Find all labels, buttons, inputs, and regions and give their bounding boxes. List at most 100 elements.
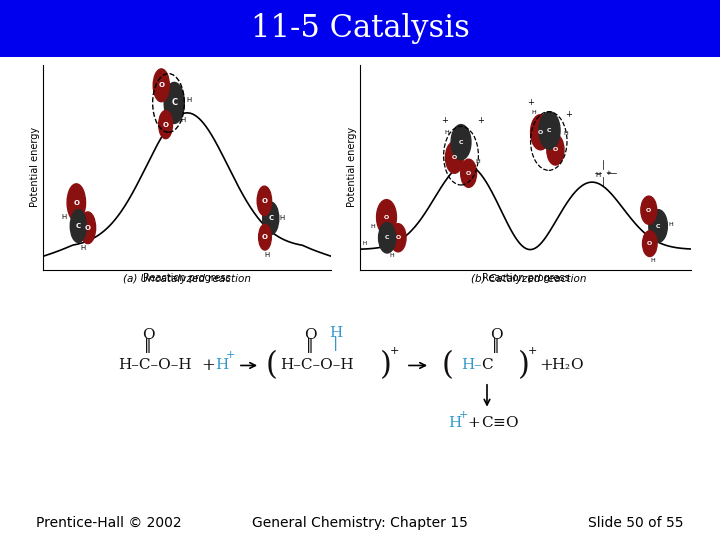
Text: |: |: [333, 336, 338, 352]
Text: O: O: [570, 359, 582, 373]
Text: O: O: [304, 328, 316, 342]
Text: O: O: [73, 200, 79, 206]
Text: O: O: [142, 328, 154, 342]
Text: C: C: [171, 98, 177, 107]
Text: ): ): [380, 350, 392, 381]
Text: H: H: [444, 130, 449, 134]
Text: C: C: [385, 235, 390, 240]
Y-axis label: Potential energy: Potential energy: [30, 127, 40, 207]
Text: O: O: [505, 416, 517, 430]
Text: O: O: [538, 130, 543, 134]
Circle shape: [446, 141, 464, 173]
Text: O: O: [466, 171, 472, 176]
Text: H: H: [363, 241, 366, 246]
Circle shape: [390, 224, 406, 252]
Circle shape: [539, 112, 560, 149]
Text: C: C: [481, 359, 492, 373]
Text: +: +: [606, 170, 611, 176]
Text: (b) Catalyzed reaction: (b) Catalyzed reaction: [472, 274, 587, 285]
Text: C: C: [547, 128, 552, 133]
Text: H: H: [180, 118, 186, 124]
Circle shape: [71, 210, 86, 242]
Circle shape: [379, 222, 396, 253]
Text: O: O: [85, 225, 91, 231]
Text: H: H: [531, 110, 536, 116]
Text: +: +: [527, 98, 534, 107]
Text: +: +: [441, 116, 448, 125]
Circle shape: [67, 184, 86, 221]
Text: +: +: [477, 116, 485, 125]
Text: H: H: [651, 258, 655, 263]
Circle shape: [531, 114, 551, 150]
Text: O: O: [395, 235, 401, 240]
Text: +: +: [539, 357, 553, 374]
Text: C: C: [656, 224, 660, 228]
Text: +: +: [390, 346, 399, 356]
Text: O: O: [490, 328, 503, 342]
Text: H: H: [279, 215, 284, 221]
Text: O: O: [647, 241, 652, 246]
Text: +: +: [527, 346, 536, 356]
X-axis label: Reaction progress: Reaction progress: [143, 273, 231, 283]
Circle shape: [649, 210, 667, 242]
Circle shape: [377, 200, 397, 235]
Text: H–C–O–H: H–C–O–H: [118, 359, 192, 373]
Circle shape: [257, 186, 271, 215]
Text: Slide 50 of 55: Slide 50 of 55: [588, 516, 684, 530]
Text: ‖: ‖: [492, 339, 500, 354]
Text: –: –: [473, 359, 481, 373]
Text: O: O: [262, 234, 268, 240]
Text: H: H: [215, 359, 229, 373]
Text: +: +: [201, 357, 215, 374]
Text: H: H: [61, 214, 66, 220]
Text: H: H: [81, 245, 86, 251]
Text: 11-5 Catalysis: 11-5 Catalysis: [251, 13, 469, 44]
Text: (: (: [266, 350, 278, 381]
Text: Prentice-Hall © 2002: Prentice-Hall © 2002: [36, 516, 181, 530]
Text: C: C: [268, 215, 274, 221]
Text: O: O: [261, 198, 267, 204]
Text: ): ): [518, 350, 530, 381]
Text: +: +: [459, 410, 468, 420]
Text: +: +: [565, 110, 572, 119]
Circle shape: [153, 69, 169, 102]
Text: H: H: [462, 359, 474, 373]
Text: O: O: [384, 215, 389, 220]
Text: H: H: [552, 359, 564, 373]
Text: +: +: [225, 350, 235, 360]
Text: H: H: [596, 172, 601, 178]
Circle shape: [258, 224, 271, 250]
Circle shape: [451, 125, 471, 160]
Text: ≡: ≡: [492, 416, 505, 430]
Text: H: H: [390, 253, 394, 258]
Text: ‖: ‖: [306, 339, 314, 354]
Circle shape: [80, 212, 96, 244]
Circle shape: [546, 134, 564, 165]
Circle shape: [263, 202, 279, 235]
X-axis label: Reaction progress: Reaction progress: [482, 273, 570, 283]
Circle shape: [158, 111, 173, 139]
Text: (a) Uncatalyzed reaction: (a) Uncatalyzed reaction: [123, 274, 251, 285]
Text: O: O: [646, 208, 652, 213]
Circle shape: [641, 196, 657, 224]
Text: H: H: [186, 97, 192, 103]
Text: O: O: [158, 82, 164, 89]
Text: ₂: ₂: [564, 359, 570, 372]
Text: H: H: [265, 252, 270, 258]
Text: (: (: [442, 350, 454, 381]
Text: O: O: [163, 122, 168, 127]
Circle shape: [642, 231, 657, 256]
Text: H: H: [329, 326, 343, 340]
Text: C: C: [481, 416, 492, 430]
Text: General Chemistry: Chapter 15: General Chemistry: Chapter 15: [252, 516, 468, 530]
Text: C: C: [76, 223, 81, 229]
Text: O: O: [553, 147, 558, 152]
Text: O: O: [451, 155, 457, 160]
Text: H: H: [371, 224, 376, 228]
Text: +: +: [467, 416, 480, 430]
Circle shape: [461, 159, 477, 187]
Text: C: C: [459, 140, 463, 145]
Text: H: H: [564, 131, 568, 137]
Y-axis label: Potential energy: Potential energy: [347, 127, 357, 207]
Circle shape: [164, 83, 184, 124]
